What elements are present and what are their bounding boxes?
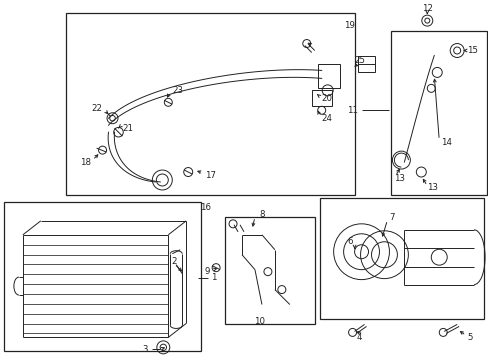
Text: 20: 20 <box>321 94 332 103</box>
Text: 11: 11 <box>346 106 357 115</box>
Text: 18: 18 <box>80 158 90 167</box>
Text: 12: 12 <box>421 4 432 13</box>
Text: 19: 19 <box>343 21 354 30</box>
Text: 6: 6 <box>346 237 352 246</box>
Text: 1: 1 <box>211 273 216 282</box>
Bar <box>224 217 314 324</box>
Bar <box>4 202 201 351</box>
Text: 21: 21 <box>122 124 133 133</box>
Text: 24: 24 <box>321 114 332 123</box>
Text: 7: 7 <box>388 213 394 222</box>
Text: 9: 9 <box>204 267 210 276</box>
Bar <box>311 90 331 106</box>
Text: 14: 14 <box>440 138 451 147</box>
Text: 13: 13 <box>427 184 437 193</box>
Text: 17: 17 <box>205 171 216 180</box>
Text: 25: 25 <box>354 56 365 65</box>
Text: 5: 5 <box>466 333 472 342</box>
Text: 23: 23 <box>172 86 183 95</box>
Text: 10: 10 <box>254 317 265 326</box>
Bar <box>319 198 483 319</box>
Bar <box>65 13 354 195</box>
Bar <box>317 64 339 88</box>
Text: 2: 2 <box>171 257 177 266</box>
Text: 16: 16 <box>199 203 210 212</box>
Bar <box>390 31 486 195</box>
Text: 22: 22 <box>91 104 102 113</box>
Text: 15: 15 <box>466 46 477 55</box>
Text: 13: 13 <box>394 174 405 183</box>
Bar <box>357 57 375 72</box>
Text: 8: 8 <box>259 210 264 219</box>
Text: 3: 3 <box>142 345 148 354</box>
Text: 4: 4 <box>356 333 362 342</box>
